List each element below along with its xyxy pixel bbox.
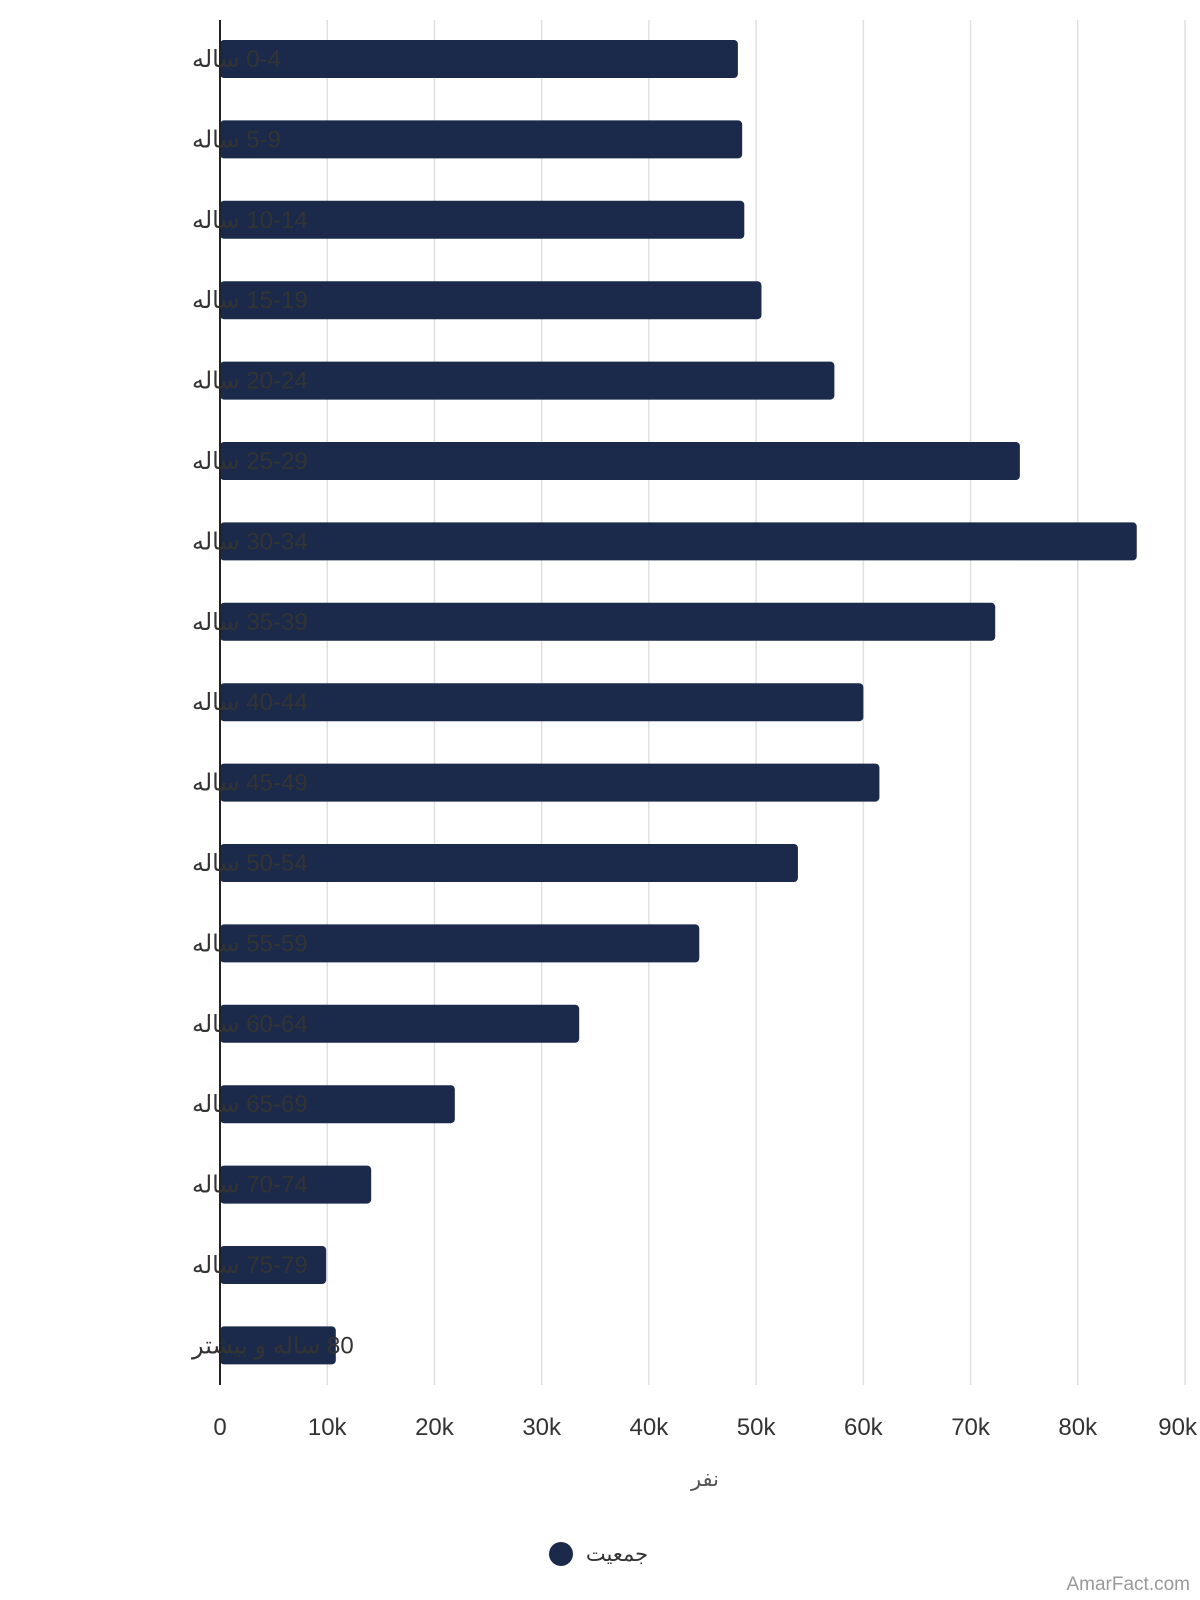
y-tick-label: 55-59 ساله	[192, 930, 308, 957]
y-tick-label: 45-49 ساله	[192, 770, 308, 797]
y-tick-label: 15-19 ساله	[192, 287, 308, 314]
y-tick-label: 65-69 ساله	[192, 1091, 308, 1118]
y-axis-tick-labels: 0-4 ساله 5-9 ساله 10-14 ساله 15-19 ساله 20-2…	[191, 46, 354, 1359]
y-tick-label: 80 ساله و بیشتر	[191, 1332, 354, 1359]
bar[interactable]	[220, 924, 700, 963]
x-tick-label: 70k	[951, 1414, 991, 1441]
y-tick-label: 75-79 ساله	[192, 1252, 308, 1279]
bar[interactable]	[220, 281, 762, 320]
bar[interactable]	[220, 522, 1137, 561]
bars	[220, 40, 1137, 1365]
y-tick-label: 10-14 ساله	[192, 207, 308, 234]
y-tick-label: 0-4 ساله	[192, 46, 281, 73]
x-tick-label: 0	[213, 1414, 226, 1441]
y-tick-label: 5-9 ساله	[192, 126, 281, 153]
x-tick-label: 90k	[1158, 1414, 1198, 1441]
bar[interactable]	[220, 683, 864, 722]
x-axis-tick-labels: 0 10k 20k 30k 40k 50k 60k 70k 80k 90k	[213, 1414, 1198, 1441]
bar[interactable]	[220, 442, 1020, 480]
y-tick-label: 25-29 ساله	[192, 448, 308, 475]
x-tick-label: 20k	[415, 1414, 455, 1441]
y-tick-label: 40-44 ساله	[192, 689, 308, 716]
x-axis-title: نفر	[690, 1467, 719, 1491]
bar[interactable]	[220, 120, 743, 159]
legend-label: جمعیت	[586, 1542, 648, 1566]
bar[interactable]	[220, 40, 738, 78]
bar[interactable]	[220, 1165, 372, 1204]
bar[interactable]	[220, 1246, 327, 1284]
x-tick-label: 40k	[630, 1414, 670, 1441]
bar[interactable]	[220, 1326, 336, 1365]
bar[interactable]	[220, 602, 996, 641]
legend-marker	[549, 1542, 573, 1566]
x-tick-label: 80k	[1058, 1414, 1098, 1441]
bar[interactable]	[220, 1085, 455, 1124]
bar[interactable]	[220, 1004, 580, 1043]
x-tick-label: 30k	[522, 1414, 562, 1441]
x-tick-label: 50k	[737, 1414, 777, 1441]
y-tick-label: 30-34 ساله	[192, 528, 308, 555]
watermark: AmarFact.com	[1066, 1574, 1190, 1595]
legend[interactable]: جمعیت	[549, 1542, 648, 1566]
bar[interactable]	[220, 844, 798, 882]
y-tick-label: 60-64 ساله	[192, 1011, 308, 1038]
y-tick-label: 35-39 ساله	[192, 609, 308, 636]
x-tick-label: 10k	[308, 1414, 348, 1441]
y-tick-label: 70-74 ساله	[192, 1172, 308, 1199]
y-tick-label: 50-54 ساله	[192, 850, 308, 877]
bar[interactable]	[220, 763, 880, 802]
x-tick-label: 60k	[844, 1414, 884, 1441]
y-tick-label: 20-24 ساله	[192, 368, 308, 395]
bar[interactable]	[220, 200, 745, 239]
bar[interactable]	[220, 361, 835, 400]
